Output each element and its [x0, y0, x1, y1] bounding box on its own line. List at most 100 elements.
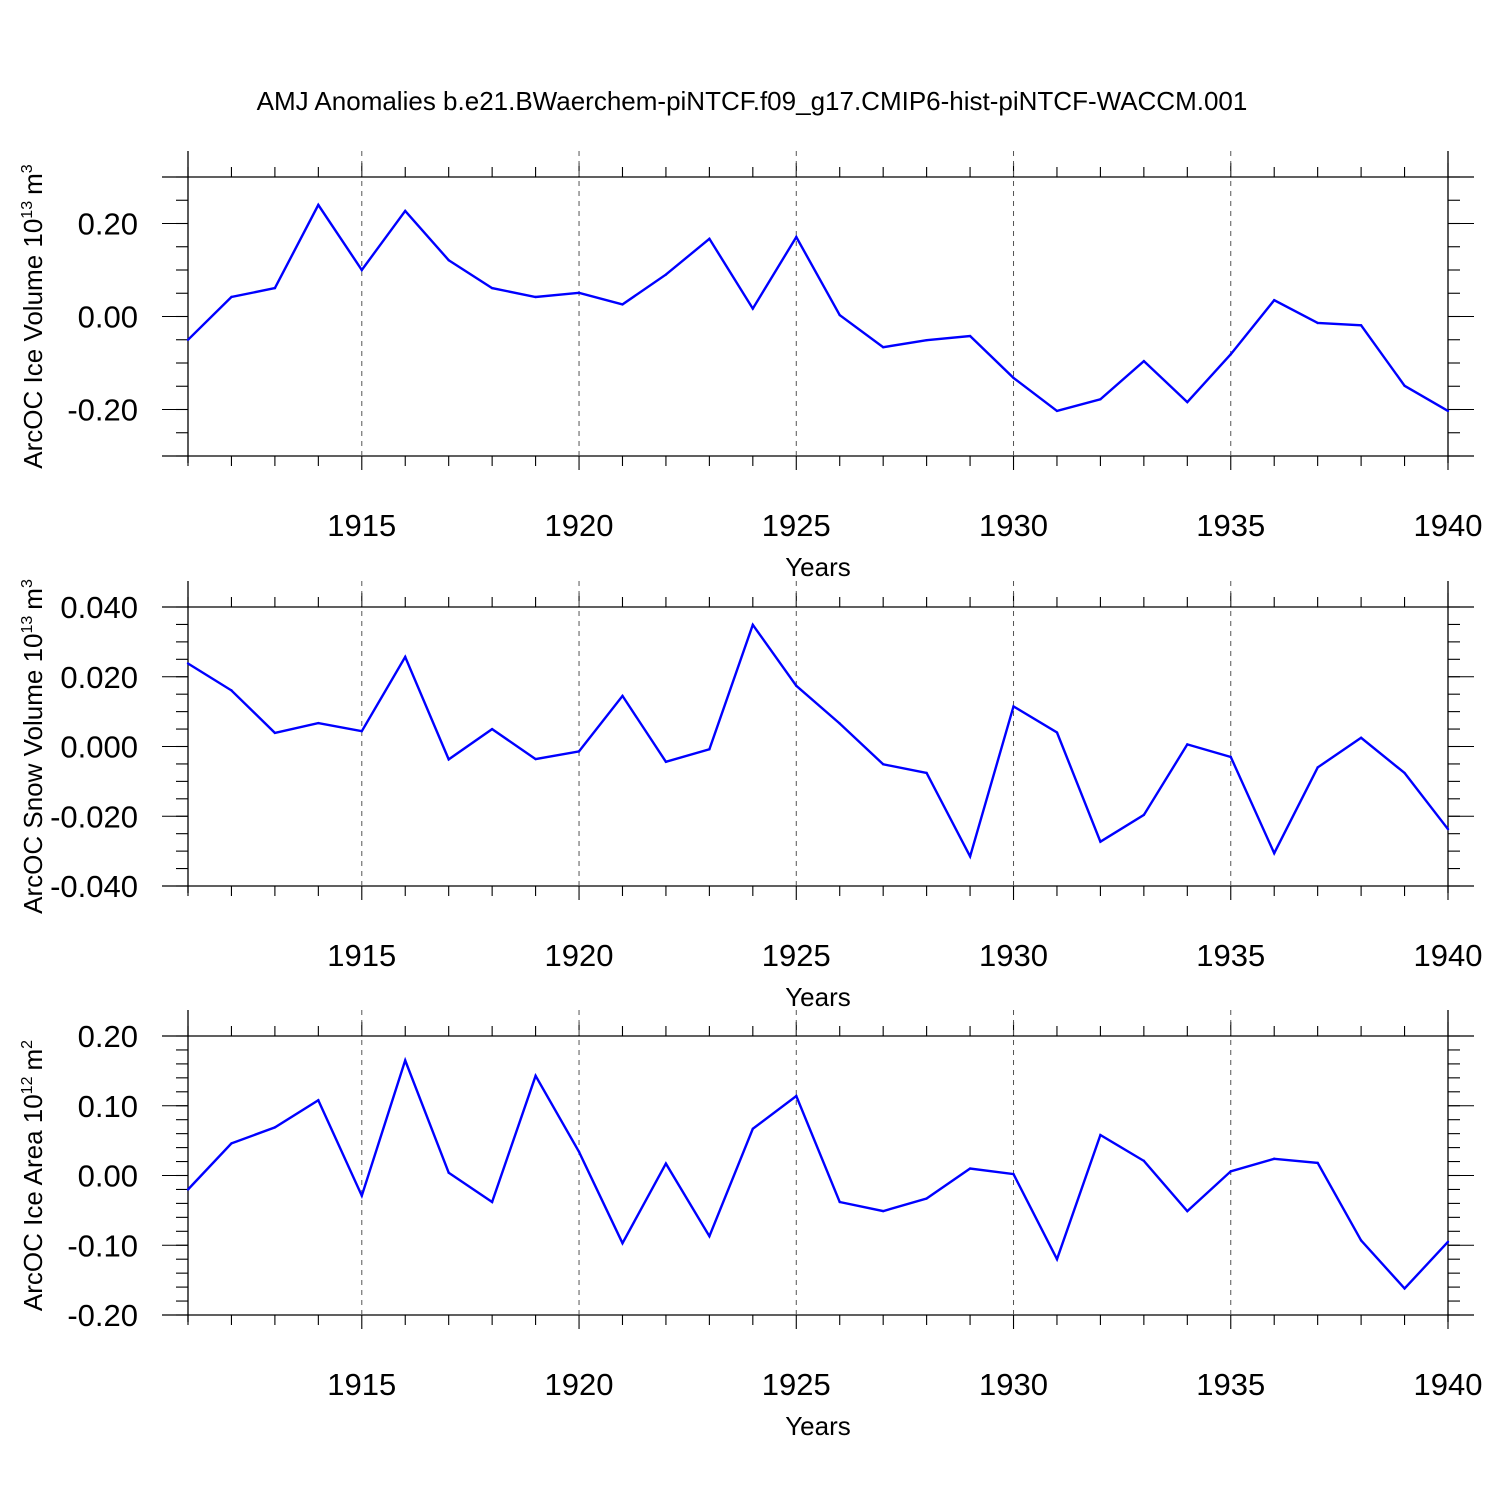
data-point — [1316, 321, 1319, 325]
data-point — [1099, 840, 1102, 843]
data-point — [186, 338, 190, 341]
data-point — [1012, 1172, 1015, 1176]
data-point — [1186, 743, 1189, 746]
data-series-line — [187, 622, 1449, 860]
data-point — [708, 748, 711, 751]
data-point — [1403, 1287, 1406, 1290]
data-point — [273, 731, 277, 735]
data-point — [490, 727, 494, 731]
data-point — [1142, 359, 1146, 363]
y-tick-label: 0.00 — [78, 300, 138, 335]
y-tick-label: -0.20 — [67, 393, 138, 428]
data-point — [1012, 376, 1015, 380]
x-tick-label: 1935 — [1196, 508, 1265, 543]
data-point — [1359, 1239, 1363, 1242]
data-point — [838, 313, 841, 317]
y-axis-label-unit-exponent: 2 — [19, 1040, 36, 1049]
x-tick-label: 1940 — [1414, 508, 1483, 543]
data-point — [1055, 731, 1059, 734]
data-point — [925, 339, 928, 342]
y-axis-label-main: ArcOC Ice Volume 10 — [18, 219, 48, 469]
data-point — [1229, 1170, 1232, 1173]
data-point — [1273, 1157, 1276, 1160]
y-axis-label: ArcOC Ice Area 1012 m2 — [18, 1040, 48, 1311]
data-point — [1403, 771, 1406, 775]
y-axis-label-exponent: 13 — [19, 616, 36, 634]
data-point — [1273, 299, 1276, 302]
x-tick-label: 1930 — [979, 1367, 1048, 1402]
data-point — [230, 1142, 233, 1145]
y-tick-label: 0.20 — [78, 1019, 138, 1054]
y-axis-label-main: ArcOC Snow Volume 10 — [18, 634, 48, 914]
x-tick-label: 1925 — [762, 938, 831, 973]
data-point — [1446, 409, 1450, 413]
data-point — [795, 684, 798, 688]
data-point — [968, 1167, 972, 1170]
data-point — [1359, 324, 1363, 327]
y-tick-label: -0.020 — [50, 799, 138, 834]
data-series-line — [187, 202, 1449, 413]
data-point — [751, 307, 755, 310]
data-point — [881, 1209, 885, 1213]
data-point — [1446, 827, 1450, 831]
data-point — [1359, 736, 1363, 739]
data-point — [1012, 705, 1015, 708]
y-axis-label-unit-exponent: 3 — [19, 579, 36, 588]
data-point — [1055, 1258, 1059, 1261]
y-tick-label: 0.00 — [78, 1159, 138, 1194]
data-point — [1229, 755, 1232, 759]
x-tick-label: 1940 — [1414, 1367, 1483, 1402]
data-point — [317, 721, 320, 725]
data-point — [317, 1098, 320, 1102]
data-point — [708, 1234, 711, 1238]
data-point — [968, 855, 972, 858]
data-point — [534, 295, 537, 299]
x-tick-label: 1925 — [762, 1367, 831, 1402]
x-tick-label: 1930 — [979, 938, 1048, 973]
data-point — [1273, 852, 1276, 855]
data-point — [925, 771, 928, 775]
data-point — [230, 689, 233, 692]
data-point — [1142, 1159, 1146, 1163]
data-point — [490, 1200, 494, 1204]
y-axis-label-unit: m — [18, 1049, 48, 1071]
x-tick-label: 1915 — [327, 508, 396, 543]
data-point — [664, 1162, 668, 1165]
chart-panel-3: 0.20 0.10 0.00 -0.10 -0.20 1915 1920 1925 1930 19… — [18, 1010, 1482, 1441]
y-tick-label: 0.020 — [60, 660, 138, 695]
data-point — [447, 259, 450, 262]
data-point — [795, 1094, 798, 1098]
y-tick-label: 0.000 — [60, 730, 138, 765]
data-point — [621, 694, 624, 698]
data-point — [1186, 1209, 1189, 1213]
x-tick-label: 1935 — [1196, 1367, 1265, 1402]
data-point — [751, 1127, 755, 1130]
data-point — [273, 286, 277, 290]
data-point — [230, 295, 233, 299]
figure-title: AMJ Anomalies b.e21.BWaerchem-piNTCF.f09… — [257, 86, 1248, 116]
chart-panels: 0.20 0.00 -0.20 1915 1920 1925 1930 1935 1940 Yea… — [18, 151, 1482, 1441]
x-tick-label: 1940 — [1414, 938, 1483, 973]
data-series-line — [187, 1056, 1449, 1291]
x-tick-label: 1920 — [545, 1367, 614, 1402]
data-point — [1186, 400, 1189, 404]
data-point — [360, 1194, 363, 1197]
x-axis-label: Years — [785, 982, 851, 1012]
data-point — [404, 209, 407, 213]
data-point — [186, 1188, 190, 1191]
data-point — [534, 1074, 537, 1077]
y-axis-label: ArcOC Ice Volume 1013 m3 — [18, 164, 48, 468]
data-point — [621, 1241, 624, 1245]
data-point — [317, 203, 320, 207]
x-tick-label: 1920 — [545, 508, 614, 543]
chart-panel-2: 0.040 0.020 0.000 -0.020 -0.040 1915 1920 1925 1… — [18, 579, 1482, 1012]
data-point — [925, 1197, 928, 1200]
data-point — [1446, 1240, 1450, 1243]
data-point — [795, 235, 798, 239]
y-tick-label: 0.10 — [78, 1089, 138, 1124]
data-point — [1142, 813, 1146, 817]
x-tick-label: 1925 — [762, 508, 831, 543]
data-point — [881, 345, 885, 349]
data-point — [751, 623, 755, 626]
